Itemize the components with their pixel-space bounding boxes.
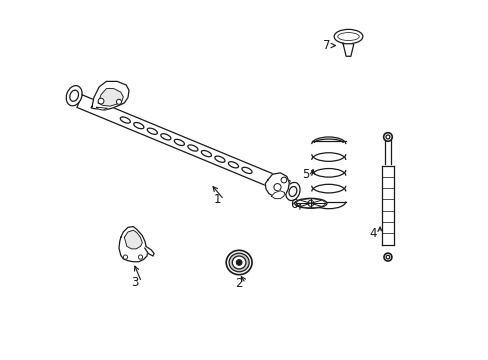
Ellipse shape [294,198,326,208]
Polygon shape [98,89,123,106]
Ellipse shape [383,133,391,141]
Polygon shape [77,95,289,193]
Ellipse shape [98,98,104,104]
Polygon shape [343,44,353,56]
Polygon shape [119,226,147,262]
Polygon shape [384,140,390,164]
Ellipse shape [134,122,143,129]
Ellipse shape [337,33,359,41]
Ellipse shape [273,184,281,191]
Ellipse shape [307,200,313,206]
Ellipse shape [201,150,211,157]
Ellipse shape [120,117,130,123]
Ellipse shape [214,156,224,162]
Polygon shape [265,173,289,197]
Polygon shape [144,246,154,256]
Ellipse shape [226,250,251,275]
Ellipse shape [161,134,171,140]
Ellipse shape [174,139,184,145]
Text: 2: 2 [235,277,243,290]
Polygon shape [91,81,129,110]
Ellipse shape [281,177,286,183]
Polygon shape [124,230,142,249]
Ellipse shape [70,90,79,101]
Text: 5: 5 [302,168,309,181]
Ellipse shape [242,167,251,174]
Ellipse shape [285,183,300,201]
Ellipse shape [385,135,389,139]
Polygon shape [381,166,393,244]
Ellipse shape [228,253,249,272]
Polygon shape [271,191,284,199]
Ellipse shape [116,99,121,104]
Text: 7: 7 [323,39,330,52]
Ellipse shape [232,256,245,269]
Text: 3: 3 [131,276,139,289]
Ellipse shape [66,86,82,106]
Ellipse shape [288,186,296,197]
Text: 6: 6 [290,198,297,211]
Ellipse shape [138,255,142,259]
Polygon shape [97,107,107,110]
Ellipse shape [187,145,198,151]
Ellipse shape [383,253,391,261]
Ellipse shape [147,128,157,134]
Ellipse shape [123,255,127,259]
Ellipse shape [228,162,238,168]
Ellipse shape [236,260,242,265]
Text: 4: 4 [369,226,377,239]
Ellipse shape [333,30,362,44]
Ellipse shape [386,255,389,259]
Text: 1: 1 [213,193,221,206]
